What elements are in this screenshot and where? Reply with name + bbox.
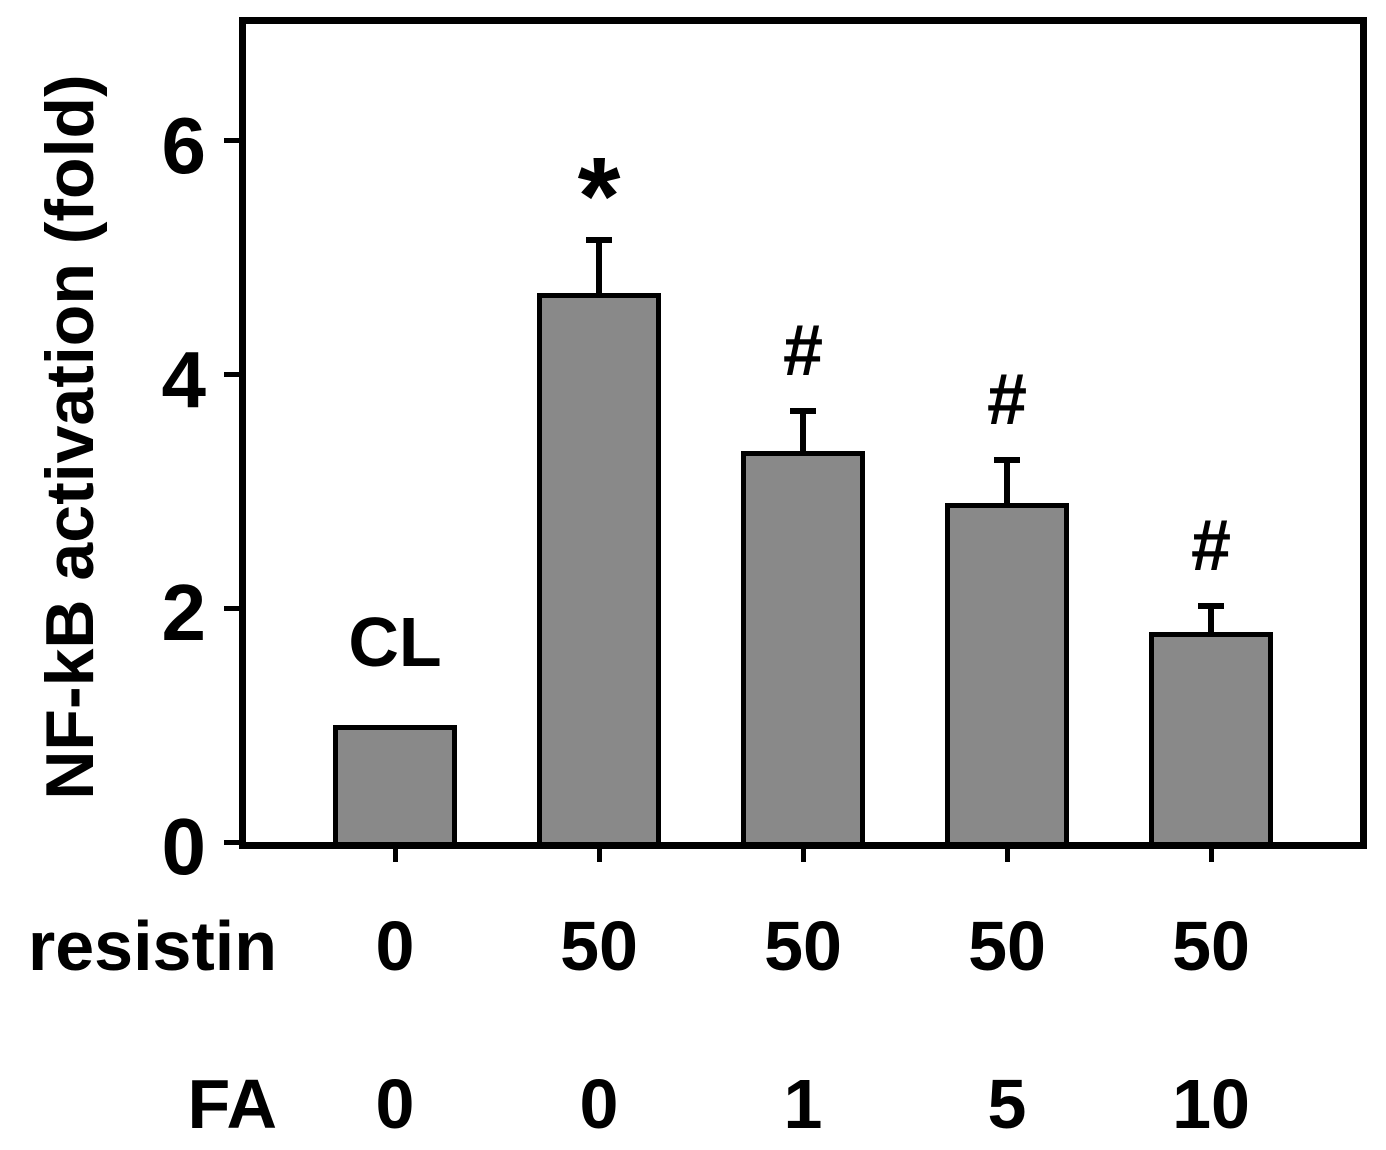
error-bar-stem — [596, 240, 602, 293]
x-tick — [800, 849, 806, 862]
x-row-label-resistin: resistin — [28, 907, 277, 985]
y-tick — [224, 839, 239, 845]
plot-area — [239, 17, 1367, 849]
y-tick-label: 2 — [161, 568, 207, 658]
x-row-value: 50 — [1172, 907, 1250, 985]
x-tick — [596, 849, 602, 862]
y-tick-label: 0 — [161, 802, 207, 891]
x-row-fa: FA 0 0 1 5 10 — [0, 1068, 1386, 1140]
y-tick — [224, 138, 239, 144]
x-row-value: 0 — [375, 907, 415, 985]
error-bar-stem — [1208, 605, 1214, 632]
x-tick — [1004, 849, 1010, 862]
bar — [537, 292, 661, 842]
bar-annotation: # — [986, 359, 1028, 440]
x-row-label-fa: FA — [187, 1065, 277, 1143]
y-tick — [224, 372, 239, 378]
y-tick — [224, 605, 239, 611]
bar-annotation: # — [782, 310, 824, 391]
x-tick — [392, 849, 398, 862]
x-row-value: 5 — [987, 1065, 1027, 1143]
x-row-value: 50 — [764, 907, 842, 985]
x-tick — [1208, 849, 1214, 862]
x-row-value: 10 — [1172, 1065, 1250, 1143]
bar — [945, 503, 1069, 842]
bar-annotation: * — [577, 135, 621, 259]
y-tick-label: 6 — [161, 100, 207, 190]
error-bar-cap — [1198, 602, 1224, 609]
error-bar-cap — [994, 456, 1020, 463]
x-row-resistin: resistin 0 50 50 50 50 — [0, 910, 1386, 982]
bar-annotation: CL — [348, 603, 442, 682]
x-row-value: 50 — [968, 907, 1046, 985]
x-row-value: 0 — [375, 1065, 415, 1143]
bar — [741, 450, 865, 842]
bar-annotation: # — [1190, 505, 1232, 586]
error-bar-stem — [800, 410, 806, 451]
error-bar-cap — [790, 407, 816, 414]
bar — [1149, 631, 1273, 842]
error-bar-stem — [1004, 459, 1010, 504]
x-row-value: 50 — [560, 907, 638, 985]
y-tick-label: 4 — [161, 334, 207, 424]
x-row-value: 1 — [783, 1065, 823, 1143]
x-row-value: 0 — [579, 1065, 619, 1143]
error-bar-cap — [586, 237, 612, 244]
bar — [333, 725, 457, 842]
